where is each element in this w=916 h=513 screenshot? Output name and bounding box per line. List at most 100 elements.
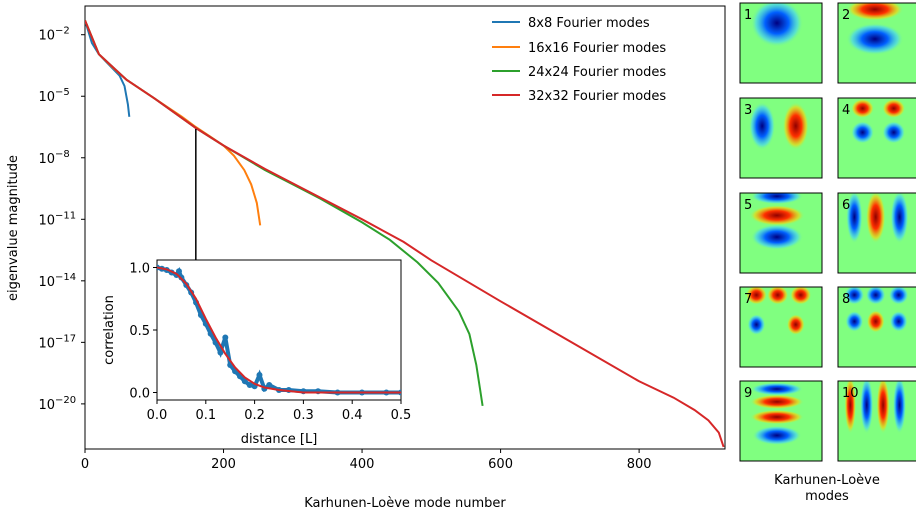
kl-panel-number: 7 [744, 292, 752, 307]
kl-mode-panel-2: 2 [837, 2, 916, 84]
inset-x-tick-label: 0.2 [244, 408, 265, 423]
inset-scatter-point [256, 372, 263, 378]
negative-lobe [750, 382, 804, 396]
inset-y-tick-label: 0.0 [129, 387, 150, 402]
x-tick-label: 0 [81, 457, 89, 472]
kl-panel-frame [837, 97, 916, 179]
inset-y-tick-label: 1.0 [129, 262, 150, 277]
negative-lobe [889, 311, 908, 332]
y-tick-label: 10 [38, 29, 55, 44]
inset-y-axis-label: correlation [102, 295, 117, 365]
legend-label-8x8: 8x8 Fourier modes [528, 16, 650, 31]
inset-plot-frame [156, 259, 402, 401]
legend-label-16x16: 16x16 Fourier modes [528, 41, 666, 56]
kl-mode-panel-8: 8 [837, 286, 916, 368]
x-tick-label: 200 [211, 457, 236, 472]
inset-scatter-point [222, 334, 229, 341]
main-y-axis-label: eigenvalue magnitude [6, 155, 21, 301]
kl-panel-number: 2 [842, 8, 850, 23]
positive-lobe [846, 3, 904, 21]
negative-lobe [750, 3, 804, 47]
x-tick-label: 800 [627, 457, 652, 472]
positive-lobe [749, 205, 805, 226]
kl-panel-frame [739, 2, 823, 84]
kl-panel-frame [837, 2, 916, 84]
kl-caption-line2: modes [805, 489, 849, 504]
kl-panel-number: 10 [842, 386, 859, 401]
legend: 8x8 Fourier modes 16x16 Fourier modes 24… [492, 16, 666, 104]
kl-panel-number: 3 [744, 103, 752, 118]
series-line-3 [85, 20, 725, 448]
legend-label-24x24: 24x24 Fourier modes [528, 65, 666, 80]
y-tick-exponent: −11 [55, 210, 76, 221]
kl-panel-frame [837, 380, 916, 462]
kl-panel-number: 5 [744, 198, 752, 213]
positive-lobe [790, 287, 812, 305]
y-tick-exponent: −8 [55, 149, 70, 160]
kl-panel-number: 9 [744, 386, 752, 401]
inset-scatter-point [217, 349, 224, 356]
legend-label-32x32: 32x32 Fourier modes [528, 89, 666, 104]
negative-lobe [882, 121, 906, 144]
main-x-axis-label: Karhunen-Loève mode number [304, 496, 506, 511]
kl-mode-panel-6: 6 [837, 192, 916, 274]
kl-panel-number: 1 [744, 8, 752, 23]
positive-lobe [876, 381, 890, 434]
inset-x-tick-label: 0.4 [342, 408, 363, 423]
inset-x-tick-label: 0.0 [147, 408, 168, 423]
y-tick-exponent: −14 [55, 272, 76, 283]
negative-lobe [747, 314, 766, 335]
negative-lobe [752, 425, 802, 445]
positive-lobe [767, 287, 789, 305]
negative-lobe [860, 381, 874, 434]
kl-mode-panel-3: 3 [739, 97, 823, 179]
kl-panel-number: 6 [842, 198, 850, 213]
inset-plot: 0.0 0.1 0.2 0.3 0.4 0.5 0.0 0.5 1.0 distance [L… [102, 259, 411, 447]
inset-fit-line [157, 266, 401, 394]
kl-panel-number: 8 [842, 292, 850, 307]
positive-lobe [844, 381, 857, 434]
inset-x-tick-label: 0.1 [195, 408, 216, 423]
inset-x-axis-label: distance [L] [241, 432, 318, 447]
negative-lobe [890, 193, 909, 244]
negative-lobe [865, 287, 886, 305]
positive-lobe [866, 310, 885, 333]
kl-mode-panel-7: 7 [739, 286, 823, 368]
positive-lobe [782, 102, 809, 150]
y-tick-label: 10 [38, 275, 55, 290]
kl-mode-panel-1: 1 [739, 2, 823, 84]
positive-lobe [865, 193, 886, 244]
inset-scatter-point [266, 382, 273, 388]
kl-panel-frame [837, 286, 916, 368]
kl-panel-frame [739, 380, 823, 462]
inset-y-tick-label: 0.5 [129, 324, 150, 339]
y-tick-exponent: −17 [55, 333, 76, 344]
kl-mode-panel-9: 9 [739, 380, 823, 462]
negative-lobe [844, 287, 865, 305]
positive-lobe [882, 98, 906, 118]
inset-scatter-point [175, 268, 182, 275]
negative-lobe [845, 311, 864, 332]
kl-panel-frame [739, 286, 823, 368]
kl-mode-panel-5: 5 [739, 192, 823, 274]
y-tick-label: 10 [38, 152, 55, 167]
positive-lobe [749, 409, 804, 425]
negative-lobe [749, 102, 776, 150]
kl-panel-frame [739, 192, 823, 274]
y-tick-label: 10 [38, 398, 55, 413]
negative-lobe [846, 193, 863, 244]
negative-lobe [851, 121, 875, 144]
y-tick-label: 10 [38, 213, 55, 228]
kl-panel-number: 4 [842, 103, 850, 118]
inset-scatter-point [246, 382, 253, 388]
kl-panel-frame [739, 97, 823, 179]
positive-lobe [745, 287, 768, 305]
kl-mode-panel-10: 10 [837, 380, 916, 462]
negative-lobe [846, 23, 904, 55]
negative-lobe [892, 381, 907, 434]
y-tick-label: 10 [38, 90, 55, 105]
y-tick-exponent: −5 [55, 87, 70, 98]
negative-lobe [888, 287, 909, 305]
